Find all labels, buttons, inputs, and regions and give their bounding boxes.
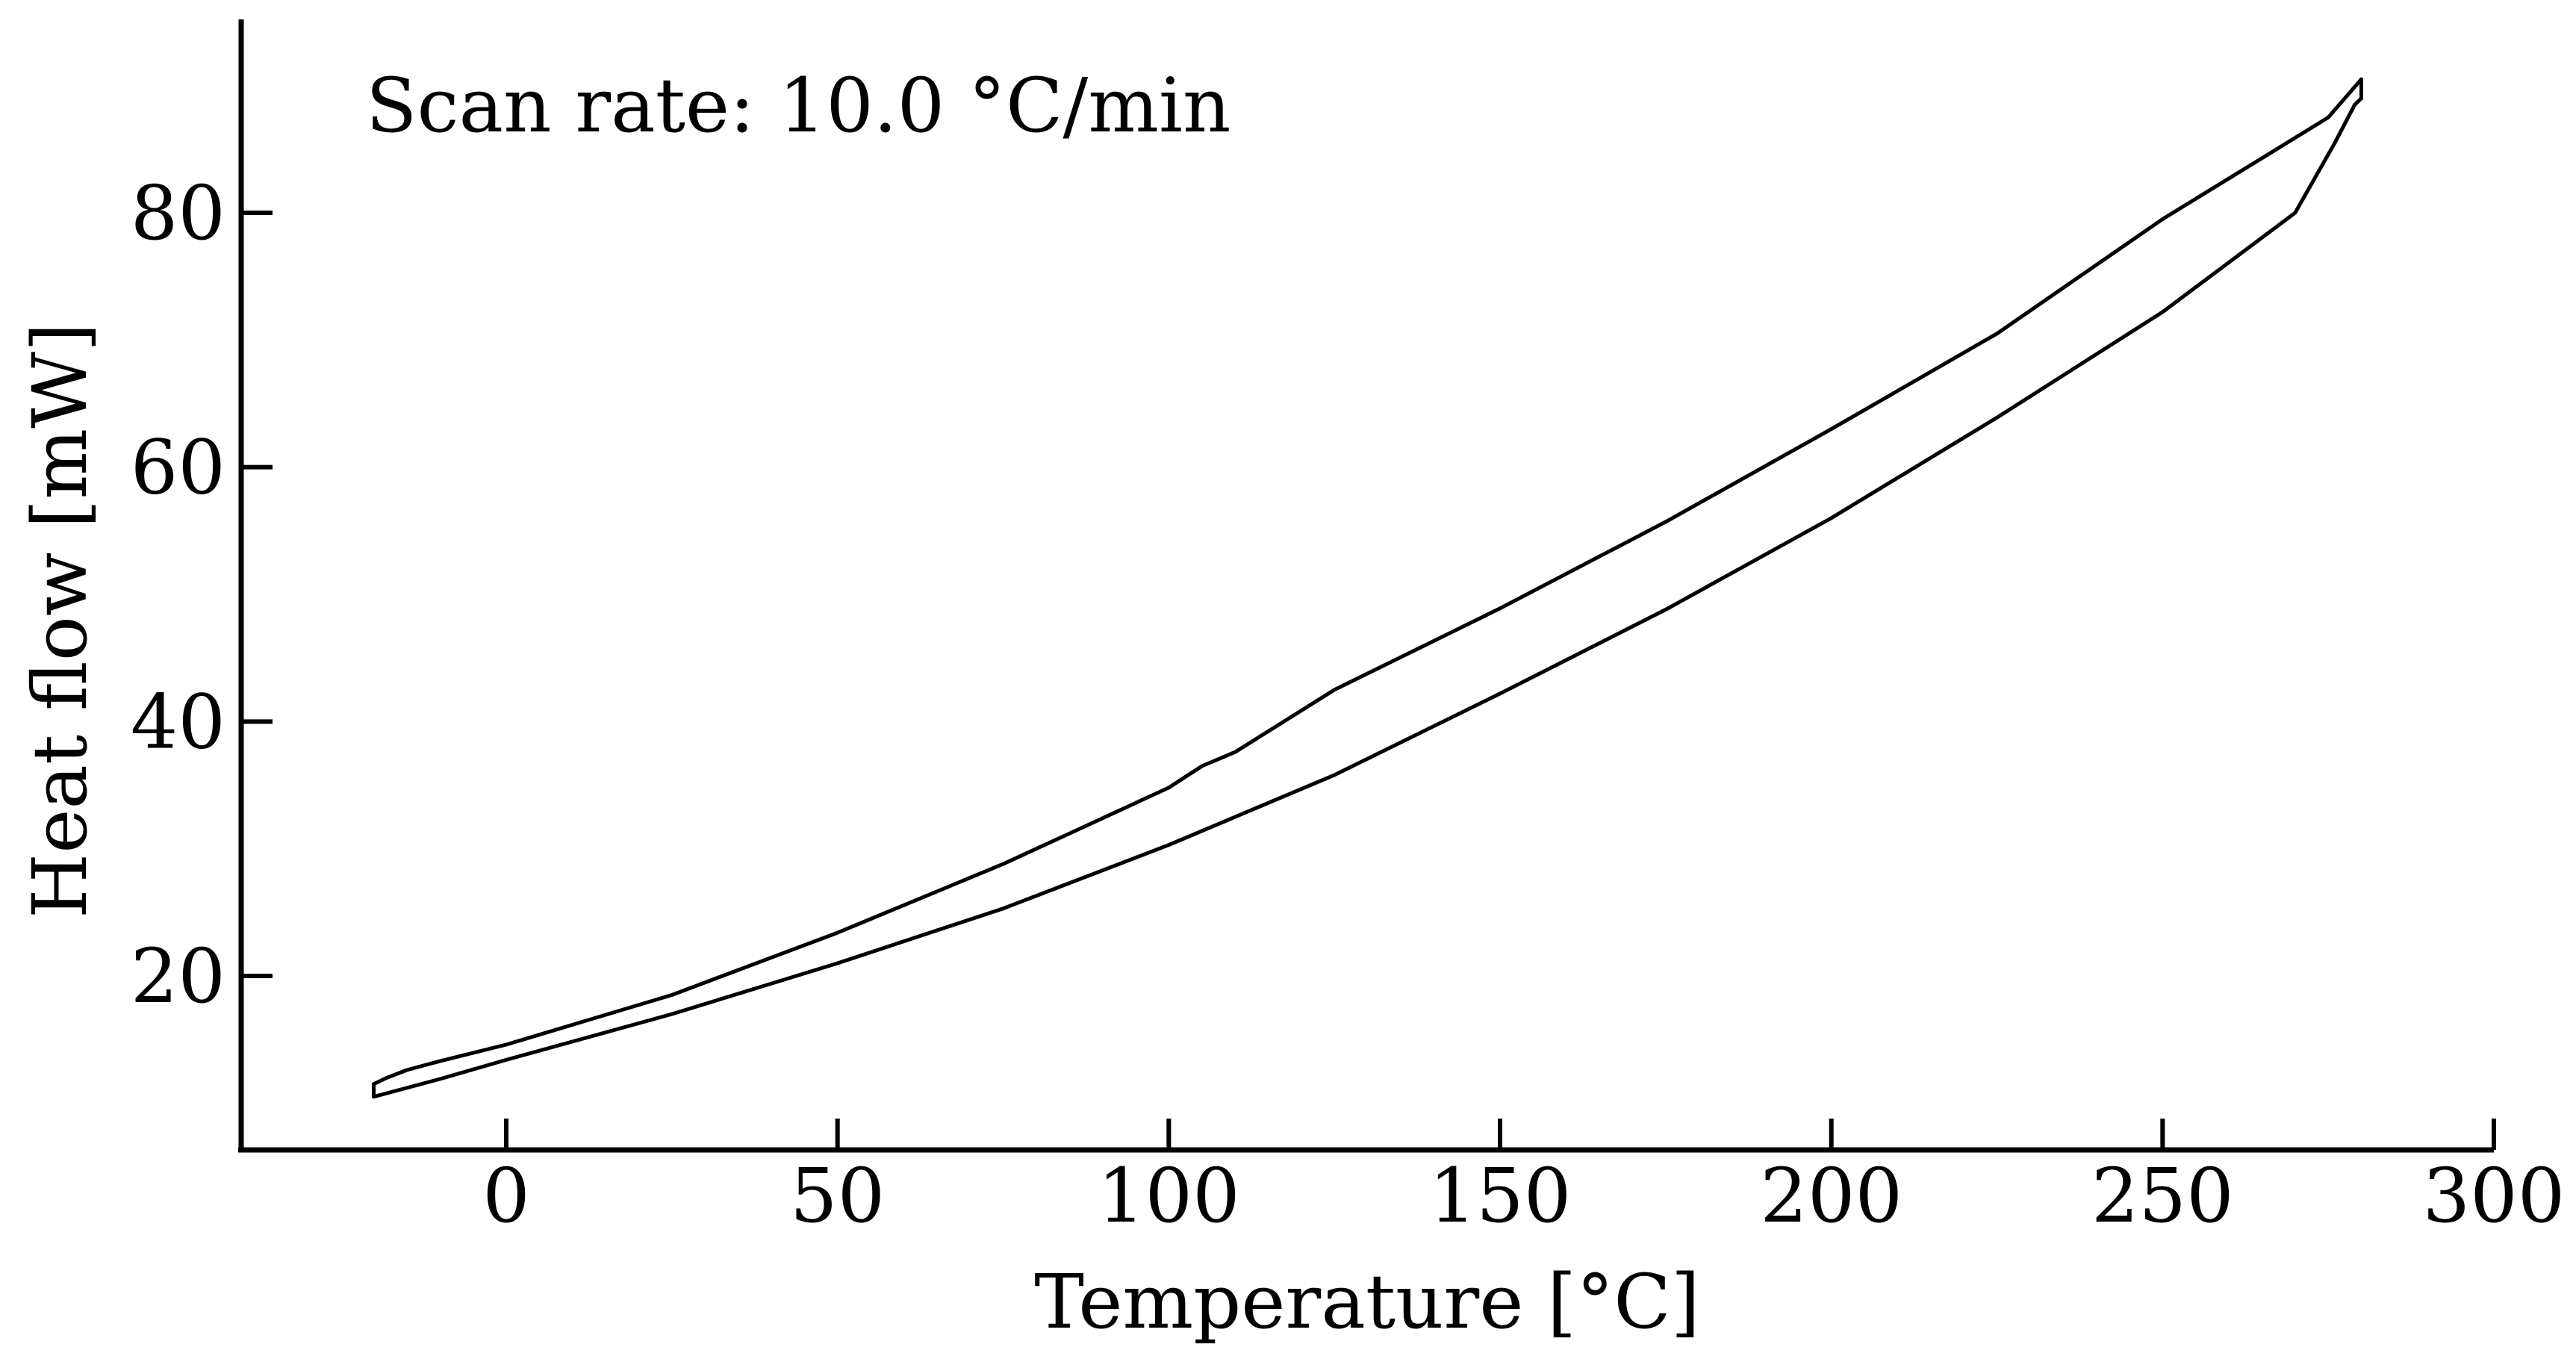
y-tick-label: 80 bbox=[131, 170, 225, 257]
y-tick-label: 60 bbox=[131, 424, 225, 511]
x-tick-label: 0 bbox=[482, 1152, 530, 1240]
heat-flow-series-line bbox=[372, 77, 2363, 1099]
series-layer bbox=[372, 77, 2363, 1099]
y-tick-label: 20 bbox=[131, 933, 225, 1020]
x-tick-label: 250 bbox=[2091, 1152, 2234, 1240]
x-tick-label: 200 bbox=[1760, 1152, 1903, 1240]
y-axis-ticks: 20 40 60 80 bbox=[131, 170, 273, 1020]
x-tick-label: 150 bbox=[1429, 1152, 1572, 1240]
x-tick-label: 100 bbox=[1098, 1152, 1240, 1240]
y-axis-title: Heat flow [mW] bbox=[16, 323, 104, 918]
x-axis-title: Temperature [°C] bbox=[1034, 1258, 1699, 1346]
x-tick-label: 50 bbox=[790, 1152, 885, 1240]
x-axis-ticks: 0 50 100 150 200 250 300 bbox=[482, 1119, 2565, 1240]
y-tick-label: 40 bbox=[131, 678, 225, 765]
plot-area: 0 50 100 150 200 250 300 20 40 60 80 bbox=[131, 19, 2565, 1240]
scan-rate-annotation: Scan rate: 10.0 °C/min bbox=[366, 62, 1231, 149]
x-tick-label: 300 bbox=[2423, 1152, 2566, 1240]
